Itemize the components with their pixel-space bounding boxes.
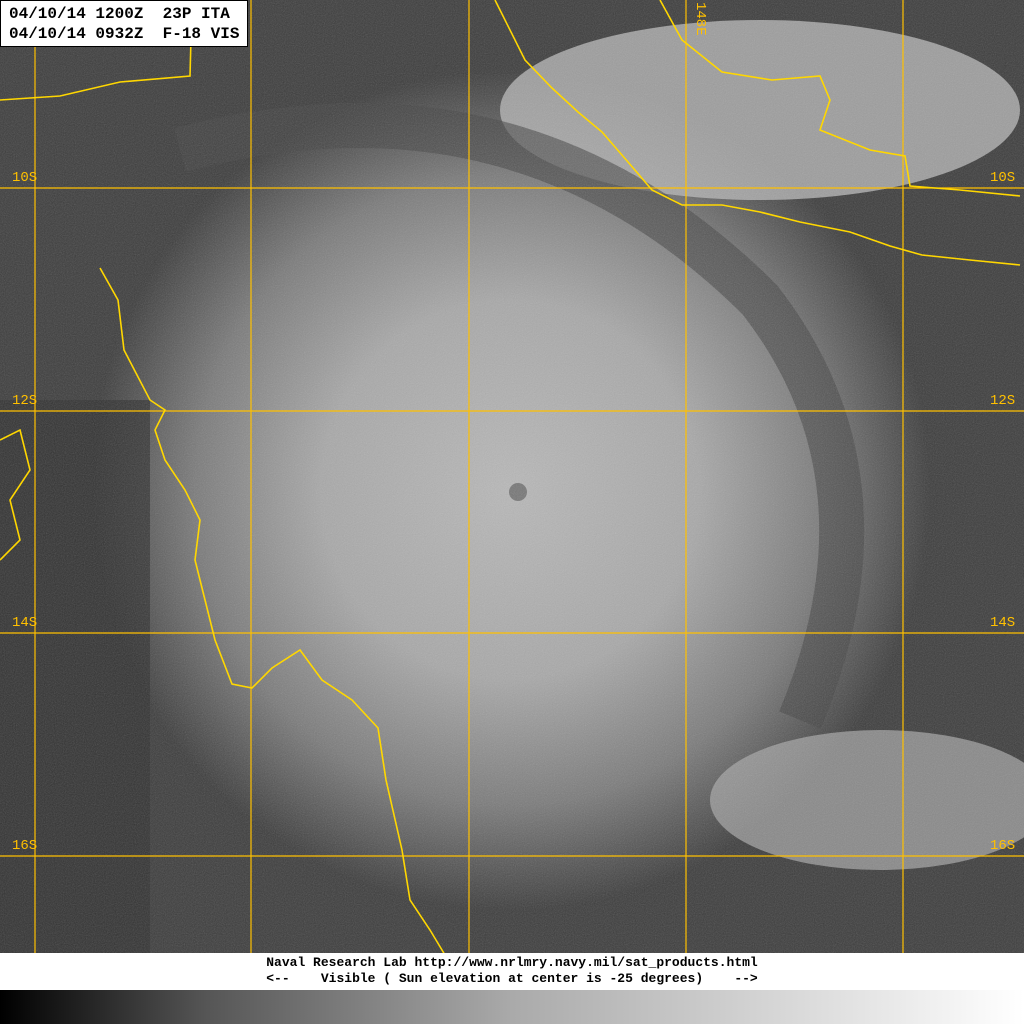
lat-label-left-12s: 12S [12,393,38,409]
lat-label-right-10s: 10S [990,170,1016,186]
header-sensor-time: 04/10/14 0932Z F-18 VIS [9,25,240,43]
footer-credits: Naval Research Lab http://www.nrlmry.nav… [0,953,1024,990]
footer-channel-info: <-- Visible ( Sun elevation at center is… [266,971,758,986]
coastline-northwest [0,0,193,101]
coastline-cape-york [99,267,446,955]
coastline-papua-east [659,0,1021,197]
lat-label-left-10s: 10S [12,170,38,186]
header-valid-time: 04/10/14 1200Z 23P ITA [9,5,230,23]
lat-label-right-14s: 14S [990,615,1016,631]
lon-label-148e: 148E [692,2,708,36]
grayscale-bar [0,990,1024,1024]
lat-label-right-12s: 12S [990,393,1016,409]
coastline-papua-south [494,0,1021,266]
lat-lon-grid [0,0,1024,955]
lat-label-left-16s: 16S [12,838,38,854]
coastlines [0,0,1021,955]
lat-label-left-14s: 14S [12,615,38,631]
footer-source: Naval Research Lab http://www.nrlmry.nav… [266,955,758,970]
image-header: 04/10/14 1200Z 23P ITA 04/10/14 0932Z F-1… [0,0,249,47]
lat-label-right-16s: 16S [990,838,1016,854]
satellite-imagery [0,0,1024,955]
coastline-west-islands [0,428,31,561]
